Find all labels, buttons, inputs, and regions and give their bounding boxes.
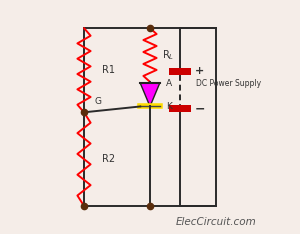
Bar — [169, 105, 190, 112]
Text: R$_L$: R$_L$ — [162, 48, 174, 62]
Text: −: − — [195, 102, 206, 115]
Text: +: + — [195, 66, 204, 76]
Text: R1: R1 — [102, 65, 115, 75]
Text: R2: R2 — [102, 154, 115, 164]
Text: A: A — [166, 79, 172, 88]
Text: K: K — [166, 102, 172, 111]
Bar — [169, 68, 190, 75]
Text: ElecCircuit.com: ElecCircuit.com — [176, 217, 256, 227]
Text: G: G — [94, 98, 101, 106]
Text: DC Power Supply: DC Power Supply — [196, 79, 262, 88]
Polygon shape — [140, 83, 160, 106]
